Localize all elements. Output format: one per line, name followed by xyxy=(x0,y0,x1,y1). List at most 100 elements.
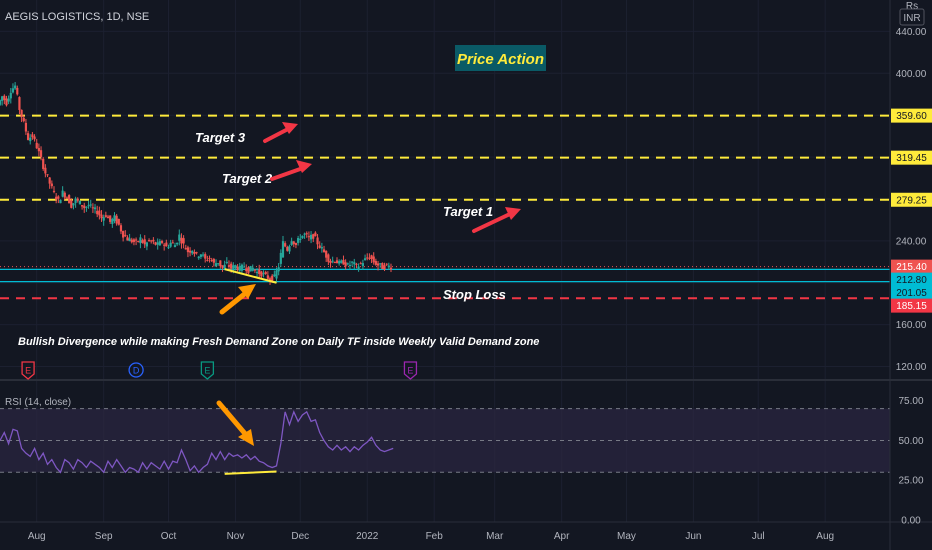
candle[interactable] xyxy=(361,259,365,270)
candle[interactable] xyxy=(128,233,131,242)
candle[interactable] xyxy=(199,253,202,260)
candle[interactable] xyxy=(186,245,190,258)
price-divergence-trendline[interactable] xyxy=(224,268,277,284)
candle[interactable] xyxy=(184,244,187,250)
candle[interactable] xyxy=(297,235,300,246)
candle[interactable] xyxy=(7,95,10,105)
candle[interactable] xyxy=(104,211,107,218)
candle[interactable] xyxy=(266,271,269,281)
candle[interactable] xyxy=(307,231,311,241)
candle[interactable] xyxy=(31,132,34,140)
candle[interactable] xyxy=(333,261,336,264)
candle[interactable] xyxy=(221,265,224,272)
candle[interactable] xyxy=(322,245,326,253)
candle[interactable] xyxy=(35,138,38,149)
candle[interactable] xyxy=(359,261,362,265)
candle[interactable] xyxy=(309,231,313,244)
candle[interactable] xyxy=(340,259,343,264)
candle[interactable] xyxy=(76,197,79,203)
candle[interactable] xyxy=(137,240,140,243)
candle[interactable] xyxy=(158,238,161,246)
candle[interactable] xyxy=(210,257,213,262)
candle[interactable] xyxy=(247,267,250,275)
currency-label[interactable]: INR xyxy=(903,13,920,24)
time-axis[interactable]: Aug Sep Oct Nov Dec 2022 Feb Mar Apr May Jun Jul Aug xyxy=(28,531,834,542)
candle[interactable] xyxy=(381,262,384,270)
candle[interactable] xyxy=(273,270,276,278)
candle[interactable] xyxy=(325,250,328,262)
candle[interactable] xyxy=(147,238,151,242)
candle[interactable] xyxy=(48,177,51,189)
currency-box[interactable] xyxy=(899,8,925,26)
candle[interactable] xyxy=(193,249,196,257)
candle[interactable] xyxy=(351,261,354,267)
candle[interactable] xyxy=(225,257,228,265)
rsi-axis[interactable]: 0.00 25.00 50.00 75.00 xyxy=(898,396,923,526)
candle[interactable] xyxy=(182,235,185,249)
candle[interactable] xyxy=(234,264,237,271)
candle[interactable] xyxy=(171,239,174,244)
candle[interactable] xyxy=(46,174,49,178)
candle[interactable] xyxy=(106,214,110,219)
candle[interactable] xyxy=(119,223,123,235)
candle[interactable] xyxy=(87,200,90,209)
candle[interactable] xyxy=(363,254,367,261)
candle[interactable] xyxy=(281,235,285,258)
candle[interactable] xyxy=(39,146,43,161)
candle[interactable] xyxy=(344,259,347,270)
candle[interactable] xyxy=(376,260,380,271)
candle[interactable] xyxy=(335,257,339,264)
candle[interactable] xyxy=(197,255,200,260)
earnings-marker-icon[interactable]: E xyxy=(200,361,215,380)
candle[interactable] xyxy=(292,240,295,248)
candle[interactable] xyxy=(167,244,170,249)
candle[interactable] xyxy=(275,267,278,283)
candle[interactable] xyxy=(126,235,129,241)
candle[interactable] xyxy=(255,268,259,277)
candle[interactable] xyxy=(305,231,308,238)
candle[interactable] xyxy=(329,258,332,268)
candle[interactable] xyxy=(100,210,103,222)
candle[interactable] xyxy=(342,255,345,265)
rsi-series[interactable] xyxy=(0,410,394,474)
candle[interactable] xyxy=(320,242,323,253)
candle[interactable] xyxy=(251,264,254,272)
candle[interactable] xyxy=(134,237,138,246)
candle[interactable] xyxy=(212,257,215,267)
candle[interactable] xyxy=(156,238,159,250)
candle[interactable] xyxy=(24,118,28,135)
candle[interactable] xyxy=(145,241,148,251)
candle[interactable] xyxy=(29,134,32,145)
candle[interactable] xyxy=(154,241,157,246)
candle[interactable] xyxy=(314,231,317,237)
candle[interactable] xyxy=(72,203,75,210)
candle[interactable] xyxy=(201,252,205,258)
rsi-title[interactable]: RSI (14, close) xyxy=(5,397,71,408)
candle[interactable] xyxy=(288,244,291,255)
candle[interactable] xyxy=(327,253,330,266)
candle[interactable] xyxy=(204,252,207,263)
candle[interactable] xyxy=(55,193,58,204)
candle[interactable] xyxy=(236,264,239,272)
candle[interactable] xyxy=(74,196,77,208)
candle[interactable] xyxy=(355,262,358,269)
candle[interactable] xyxy=(83,202,86,213)
candle[interactable] xyxy=(338,259,341,266)
candle[interactable] xyxy=(57,195,60,204)
candle[interactable] xyxy=(26,130,30,141)
candle[interactable] xyxy=(115,213,118,226)
candle[interactable] xyxy=(0,99,2,107)
candle[interactable] xyxy=(111,217,114,228)
candle[interactable] xyxy=(368,253,371,261)
candle[interactable] xyxy=(318,241,321,249)
candle[interactable] xyxy=(379,263,382,268)
candle[interactable] xyxy=(294,242,298,249)
candle[interactable] xyxy=(299,234,302,243)
candle[interactable] xyxy=(312,233,315,243)
candle[interactable] xyxy=(217,263,220,266)
candle[interactable] xyxy=(33,134,36,142)
candle[interactable] xyxy=(102,214,105,226)
candle[interactable] xyxy=(65,196,69,200)
candle[interactable] xyxy=(98,206,101,220)
